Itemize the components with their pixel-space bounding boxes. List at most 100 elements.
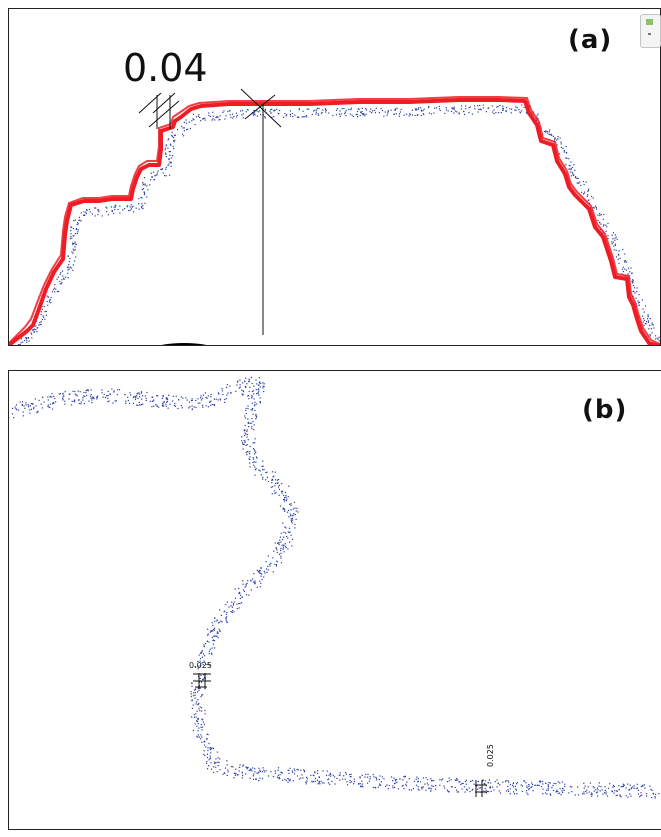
point-sample [224,118,226,120]
point-sample [619,795,621,797]
point-sample [613,249,615,251]
point-sample [191,699,193,701]
point-sample [430,790,432,792]
point-sample [97,214,99,216]
point-sample [264,572,266,574]
point-sample [291,545,293,547]
point-sample [500,112,502,114]
point-sample [549,782,551,784]
point-sample [209,648,211,650]
point-sample [548,131,550,133]
point-sample [355,113,357,116]
point-sample [252,767,254,769]
point-sample [235,768,237,770]
point-sample [202,118,204,120]
point-sample [47,405,49,408]
point-sample [592,786,594,788]
point-sample [194,723,196,725]
point-sample [285,115,287,117]
point-sample [111,388,113,390]
point-sample [186,399,188,401]
point-sample [216,116,218,118]
point-sample [53,287,56,289]
point-sample [30,403,32,405]
point-sample [456,779,458,781]
point-sample [360,111,362,113]
point-sample [230,391,232,394]
point-sample [498,112,500,114]
point-sample [21,404,23,406]
point-sample [114,400,116,402]
point-sample [255,451,257,454]
point-sample [637,789,640,791]
point-sample [514,793,516,795]
point-sample [256,772,258,774]
point-sample [552,135,554,137]
point-sample [482,104,484,106]
point-sample [649,335,651,337]
point-sample [182,127,184,129]
point-sample [259,769,261,771]
point-sample [298,116,300,118]
point-sample [113,390,115,392]
layer-toggle-icon[interactable] [640,14,661,48]
point-sample [203,723,205,725]
point-sample [260,382,262,384]
point-sample [262,465,264,467]
point-sample [458,781,460,783]
point-sample [252,442,254,444]
point-sample [292,508,294,510]
point-sample [422,110,424,112]
point-sample [284,510,286,512]
point-sample [385,785,387,787]
point-sample [197,398,199,400]
point-sample [395,780,397,782]
point-sample [427,784,429,786]
point-sample [290,519,292,521]
point-sample [41,308,44,310]
point-sample [248,398,250,400]
point-sample [435,785,437,787]
point-sample [477,111,479,113]
point-sample [485,789,487,792]
point-sample [387,110,389,112]
point-sample [83,211,85,213]
point-sample [552,784,554,787]
point-sample [598,782,600,784]
point-sample [21,404,23,406]
point-sample [280,552,282,554]
point-sample [505,111,507,113]
point-sample [170,144,172,146]
point-sample [134,395,136,397]
point-sample [205,738,208,740]
point-sample [60,272,62,274]
point-sample [254,453,256,455]
point-sample [430,113,432,115]
point-sample [168,158,170,160]
point-sample [266,476,269,478]
point-sample [360,785,362,787]
point-sample [253,109,255,111]
point-sample [493,789,495,791]
point-sample [18,409,20,411]
point-sample [235,390,237,392]
point-sample [25,338,27,340]
point-sample [357,110,359,113]
point-sample [510,112,512,114]
point-sample [32,402,34,405]
point-sample [265,472,267,474]
point-sample [190,400,193,402]
point-sample [472,780,474,782]
point-sample [651,789,653,791]
point-sample [478,108,480,110]
point-sample [201,694,203,696]
point-sample [574,177,576,179]
point-sample [468,787,470,789]
point-sample [450,779,452,781]
point-sample [260,114,262,116]
point-sample [604,789,606,792]
point-sample [244,432,246,434]
point-sample [141,188,143,191]
point-sample [20,342,22,344]
point-sample [587,786,589,788]
